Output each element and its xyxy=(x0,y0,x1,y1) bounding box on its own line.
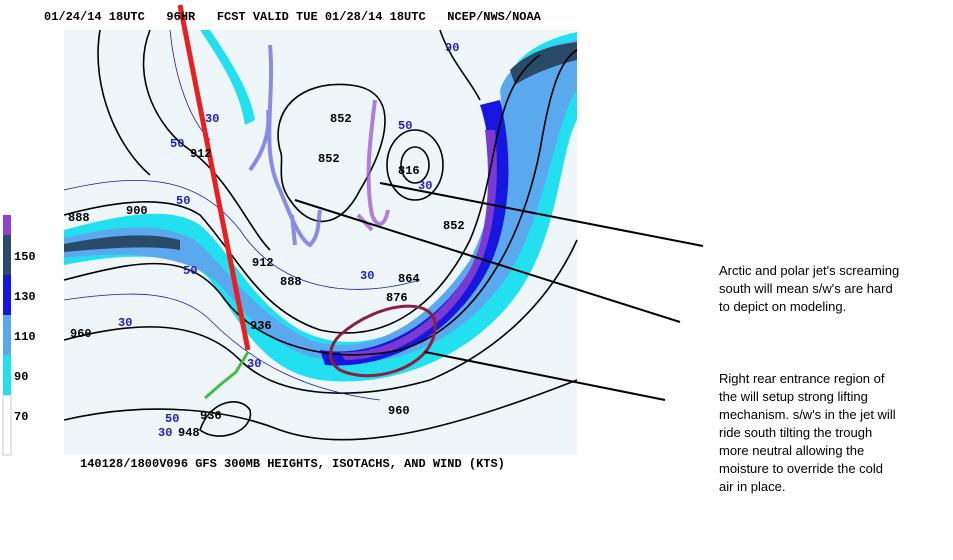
pointer-line xyxy=(294,199,681,323)
isotach-label: 50 xyxy=(170,137,184,151)
annotation-line: Arctic and polar jet's screaming xyxy=(719,263,900,278)
isotach-label: 50 xyxy=(183,264,197,278)
colorbar-tick-label: 150 xyxy=(14,250,36,264)
annotation-line: ride south tilting the trough xyxy=(719,425,873,440)
height-contours xyxy=(63,29,578,441)
height-label: 852 xyxy=(443,219,465,233)
height-label: 888 xyxy=(68,211,90,225)
height-label: 864 xyxy=(398,272,420,286)
isotach-label: 50 xyxy=(398,119,412,133)
isotach-130 xyxy=(510,42,577,85)
annotation: Arctic and polar jet's screaming south wi… xyxy=(719,262,899,316)
colorbar-130-150 xyxy=(3,235,11,275)
green-line xyxy=(204,351,250,400)
height-label: 912 xyxy=(190,147,212,161)
isotach-label: 50 xyxy=(176,194,190,208)
isotach-label: 30 xyxy=(118,316,132,330)
entrance-region-circle xyxy=(329,304,437,378)
annotation: Right rear entrance region of the will se… xyxy=(719,370,896,496)
height-label: 816 xyxy=(398,164,420,178)
isotach-label: 30 xyxy=(205,112,219,126)
annotation-line: south will mean s/w's are hard xyxy=(719,281,893,296)
colorbar-below-70 xyxy=(2,394,12,456)
height-label: 852 xyxy=(318,152,340,166)
height-label: 876 xyxy=(386,291,408,305)
height-label: 948 xyxy=(178,426,200,440)
isotach-label: 30 xyxy=(247,357,261,371)
pointer-line xyxy=(379,182,704,247)
height-label: 960 xyxy=(388,404,410,418)
isotach-label: 30 xyxy=(360,269,374,283)
blue-arrow xyxy=(248,44,322,248)
colorbar-150-plus xyxy=(3,215,11,235)
annotation-line: moisture to override the cold xyxy=(719,461,884,476)
annotation-line: more neutral allowing the xyxy=(719,443,865,458)
height-label: 936 xyxy=(250,319,272,333)
pointer-line xyxy=(424,351,666,401)
colorbar-tick-label: 70 xyxy=(14,410,28,424)
annotation-line: mechanism. s/w's in the jet will xyxy=(719,407,896,422)
map-footer: 140128/1800V096 GFS 300MB HEIGHTS, ISOTA… xyxy=(80,457,505,471)
colorbar-70-90 xyxy=(3,355,11,395)
colorbar-tick-label: 110 xyxy=(14,330,36,344)
colorbar-90-110 xyxy=(3,315,11,355)
isotach-70 xyxy=(200,30,255,125)
colorbar-tick-label: 90 xyxy=(14,370,28,384)
isotach-label: 90 xyxy=(445,41,459,55)
red-line xyxy=(177,4,251,351)
annotation-line: air in place. xyxy=(719,479,786,494)
isotach-label: 30 xyxy=(418,179,432,193)
isotach-110 xyxy=(320,100,509,366)
height-label: 960 xyxy=(70,327,92,341)
map-header: 01/24/14 18UTC 96HR FCST VALID TUE 01/28… xyxy=(44,10,542,24)
isotach-130 xyxy=(64,235,180,252)
annotation-line: the will setup strong lifting xyxy=(719,389,868,404)
height-label: 900 xyxy=(126,204,148,218)
isotach-label: 50 xyxy=(165,412,179,426)
annotation-line: to depict on modeling. xyxy=(719,299,847,314)
colorbar-tick-label: 130 xyxy=(14,290,36,304)
height-label: 912 xyxy=(252,256,274,270)
annotation-line: Right rear entrance region of xyxy=(719,371,885,386)
height-label: 936 xyxy=(200,409,222,423)
height-label: 888 xyxy=(280,275,302,289)
height-label: 852 xyxy=(330,112,352,126)
isotach-label: 30 xyxy=(158,426,172,440)
colorbar-110-130 xyxy=(3,275,11,315)
